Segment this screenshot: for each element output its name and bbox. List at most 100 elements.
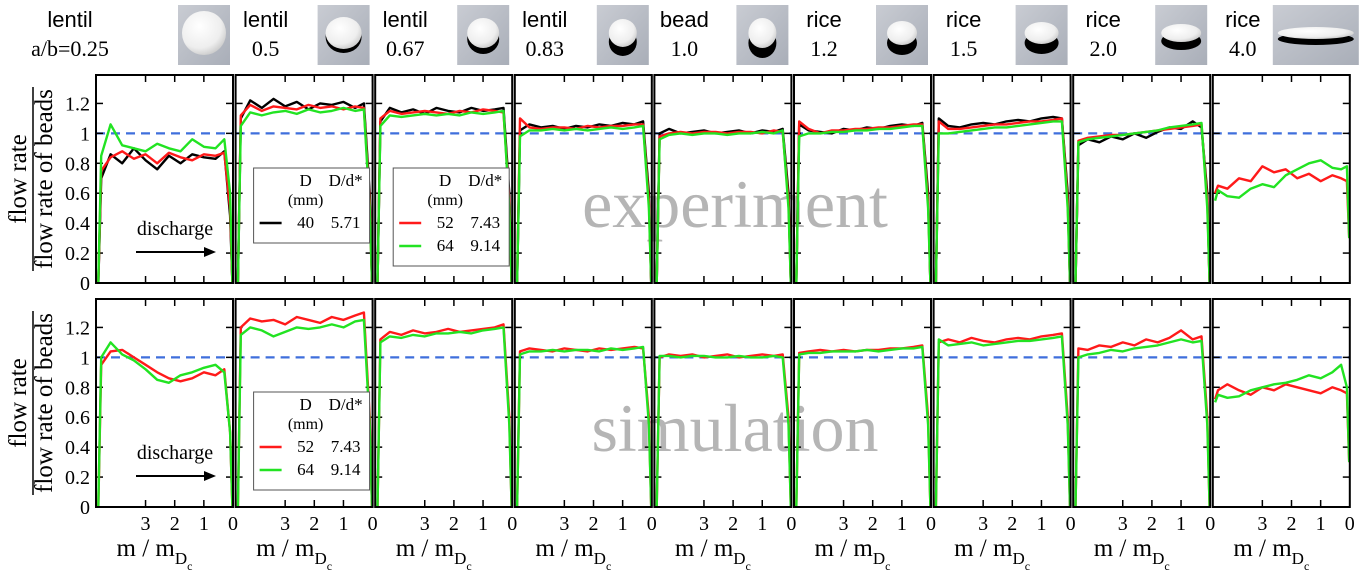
row-label: experiment xyxy=(582,166,888,242)
annotation: discharge xyxy=(137,218,213,240)
x-tick-label: 2 xyxy=(309,513,319,535)
aspect-ratio: a/b=0.25 xyxy=(31,36,109,61)
y-tick-label: 0.2 xyxy=(65,467,90,489)
data-line xyxy=(934,332,1071,507)
shape-name: lentil xyxy=(383,7,428,32)
x-tick-label: 3 xyxy=(1257,513,1267,535)
x-label-subsub: c xyxy=(466,559,471,573)
plot-area xyxy=(97,341,233,507)
x-tick-label: 2 xyxy=(449,513,459,535)
data-line xyxy=(934,117,1071,283)
x-axis-label: m / mDc xyxy=(256,535,332,573)
shape-name: rice xyxy=(806,7,841,32)
plot-area xyxy=(1213,363,1350,463)
plot-area xyxy=(376,323,513,507)
x-tick-label: 0 xyxy=(228,513,238,535)
x-axis-label: m / mDc xyxy=(117,535,193,573)
data-line xyxy=(376,326,513,507)
panel-frame xyxy=(653,74,793,284)
shape-particle xyxy=(608,19,637,47)
shape-particle xyxy=(1024,22,1059,44)
x-tick-label: 1 xyxy=(478,513,488,535)
plot-area xyxy=(795,344,931,507)
plot-area xyxy=(655,353,792,507)
x-label-main: m / m xyxy=(117,535,176,562)
panel-frame xyxy=(513,74,653,284)
legend-box xyxy=(392,167,510,267)
data-line xyxy=(655,127,792,283)
legend-header: D/d* xyxy=(329,395,363,414)
y-tick-label: 0.8 xyxy=(65,153,90,175)
x-tick-label: 0 xyxy=(1205,513,1215,535)
aspect-ratio: 0.5 xyxy=(252,36,280,61)
y-label-numerator: flow rate xyxy=(5,134,32,224)
x-tick-label: 1 xyxy=(1036,513,1046,535)
data-line xyxy=(376,106,513,283)
panel-frame xyxy=(513,298,653,508)
x-label-sub: D xyxy=(1152,549,1164,568)
aspect-ratio: 1.2 xyxy=(810,36,838,61)
x-tick-label: 3 xyxy=(978,513,988,535)
panel-frame xyxy=(374,74,514,284)
arrow-head xyxy=(204,247,216,257)
x-axis-label: m / mDc xyxy=(396,535,472,573)
y-tick-label: 0.4 xyxy=(65,213,90,235)
plot-area xyxy=(795,120,931,283)
x-tick-label: 0 xyxy=(507,513,517,535)
x-label-sub: D xyxy=(873,549,885,568)
panel-frame xyxy=(653,298,793,508)
x-label-sub: D xyxy=(454,549,466,568)
x-label-main: m / m xyxy=(815,535,874,562)
x-tick-label: 1 xyxy=(757,513,767,535)
x-tick-label: 2 xyxy=(1007,513,1017,535)
x-label-main: m / m xyxy=(1094,535,1153,562)
shape-name: lentil xyxy=(522,7,567,32)
shape-name: lentil xyxy=(243,7,288,32)
data-line xyxy=(97,123,233,283)
legend-box xyxy=(253,391,371,491)
plot-area xyxy=(236,97,373,283)
y-tick-label: 1.2 xyxy=(65,317,90,339)
shape-particle xyxy=(1277,27,1354,39)
aspect-ratio: 2.0 xyxy=(1089,36,1117,61)
x-tick-label: 2 xyxy=(728,513,738,535)
legend-ratio: 9.14 xyxy=(470,236,500,255)
plot-area xyxy=(1074,120,1211,283)
y-tick-label: 0 xyxy=(80,497,90,519)
data-line xyxy=(97,147,233,283)
x-axis-label: m / mDc xyxy=(675,535,751,573)
x-label-sub: D xyxy=(1292,549,1304,568)
x-tick-label: 0 xyxy=(647,513,657,535)
data-line xyxy=(236,106,373,283)
shape-particle xyxy=(467,18,500,48)
data-line xyxy=(934,335,1071,507)
x-label-sub: D xyxy=(314,549,326,568)
y-label-numerator: flow rate xyxy=(5,358,32,448)
plot-area xyxy=(934,332,1071,507)
x-tick-label: 0 xyxy=(1345,513,1355,535)
y-label-denominator: flow rate of beads xyxy=(31,89,58,269)
data-line xyxy=(97,150,233,283)
shape-name: rice xyxy=(946,7,981,32)
x-tick-label: 3 xyxy=(1118,513,1128,535)
legend-ratio: 7.43 xyxy=(470,213,500,232)
legend-header: D xyxy=(299,171,311,190)
aspect-ratio: 4.0 xyxy=(1229,36,1257,61)
x-tick-label: 3 xyxy=(559,513,569,535)
panel-frame xyxy=(793,298,932,508)
legend-ratio: 7.43 xyxy=(331,437,361,456)
x-tick-label: 1 xyxy=(618,513,628,535)
x-label-subsub: c xyxy=(606,559,611,573)
panel-frame xyxy=(1211,74,1351,284)
shape-particle xyxy=(1161,24,1202,42)
data-line xyxy=(376,323,513,507)
data-line xyxy=(1213,383,1350,463)
shape-particle xyxy=(748,18,777,48)
x-tick-label: 1 xyxy=(1316,513,1326,535)
x-tick-label: 3 xyxy=(839,513,849,535)
x-axis-label: m / mDc xyxy=(535,535,611,573)
x-tick-label: 0 xyxy=(786,513,796,535)
panel-frame xyxy=(932,74,1072,284)
data-line xyxy=(515,120,652,283)
